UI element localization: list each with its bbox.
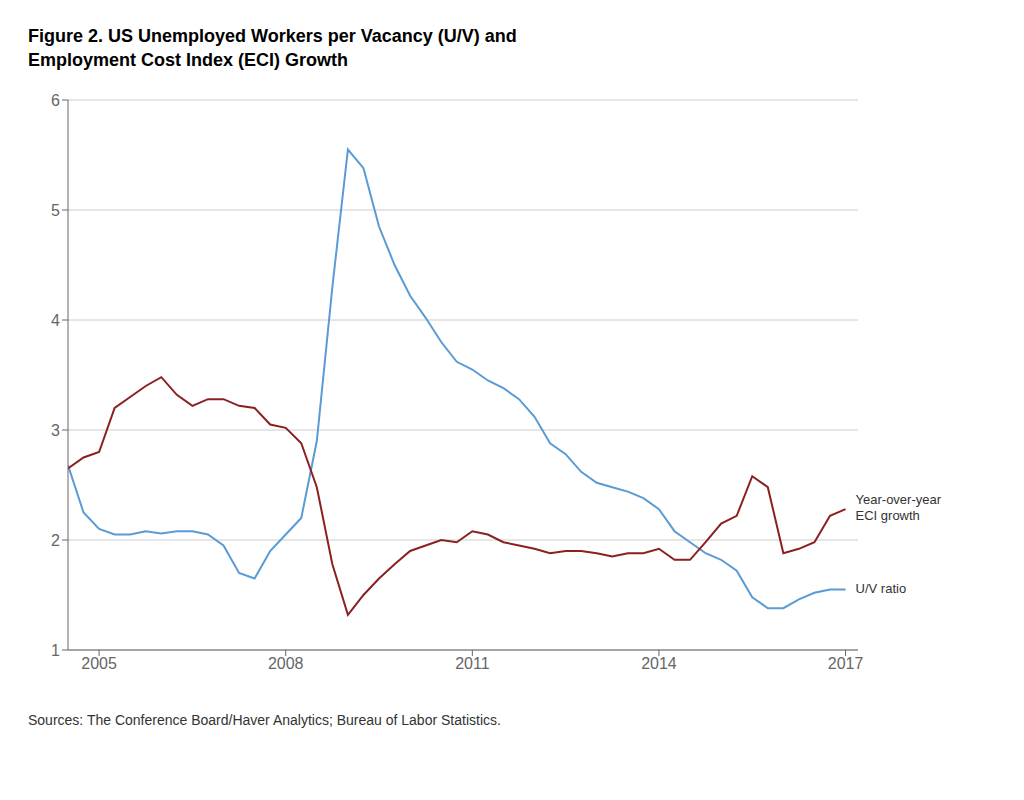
svg-text:1: 1 — [51, 642, 60, 659]
svg-text:3: 3 — [51, 422, 60, 439]
svg-text:4: 4 — [51, 312, 60, 329]
html-text:Sources: The Conference Board/: Sources: The Conference Board/Haver Anal… — [28, 712, 501, 728]
svg-text:6: 6 — [51, 92, 60, 109]
svg-text:5: 5 — [51, 202, 60, 219]
svg-text:2011: 2011 — [455, 655, 490, 672]
svg-text:2005: 2005 — [81, 655, 117, 672]
svg-text:2017: 2017 — [828, 655, 864, 672]
svg-text:2014: 2014 — [641, 655, 677, 672]
svg-text:2: 2 — [51, 532, 60, 549]
svg-text:2008: 2008 — [268, 655, 304, 672]
svg-text:Year-over-yearECI growth: Year-over-yearECI growth — [856, 493, 942, 524]
html-text:Employment Cost Index (ECI) Gr: Employment Cost Index (ECI) Growth — [28, 50, 348, 70]
html-text:Figure 2. US Unemployed Worker: Figure 2. US Unemployed Workers per Vaca… — [28, 26, 517, 46]
svg-text:U/V ratio: U/V ratio — [856, 581, 907, 596]
